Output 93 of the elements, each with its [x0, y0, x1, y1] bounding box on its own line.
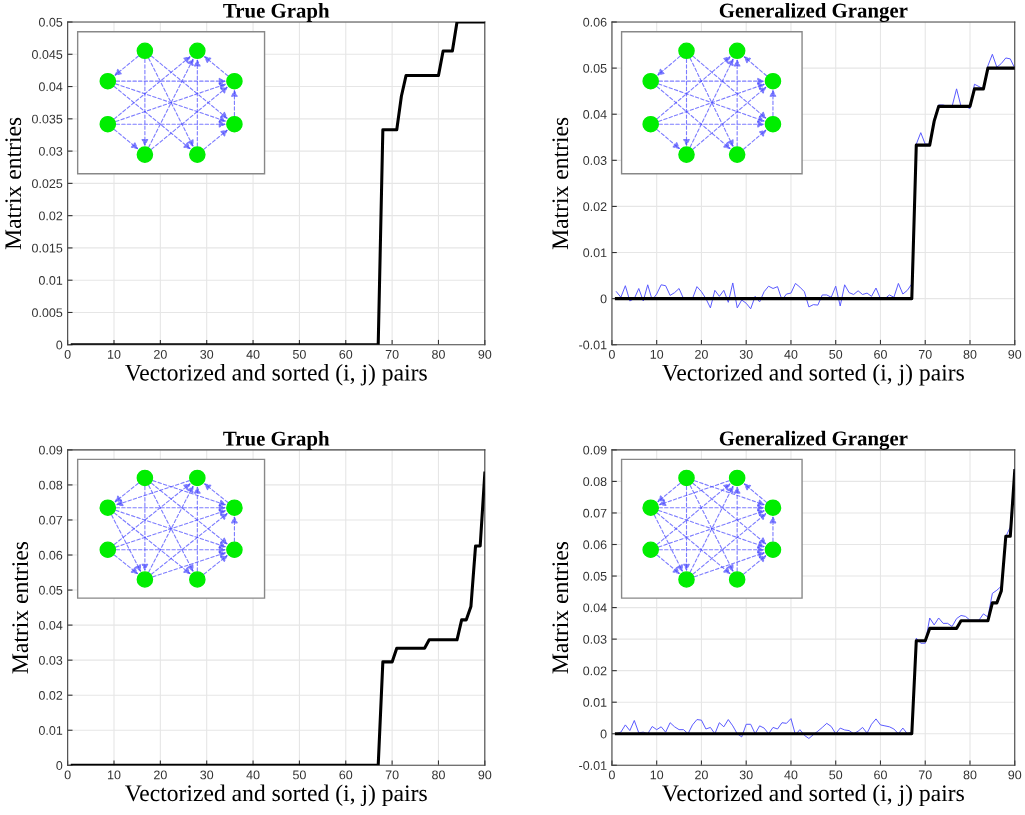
x-tick-label: 10 [108, 770, 121, 780]
x-tick-label: 20 [154, 349, 167, 359]
x-tick-label: 70 [918, 349, 932, 359]
y-tick-label: 0.03 [38, 655, 63, 665]
y-tick-label: 0.005 [32, 308, 63, 318]
chart-title: Generalized Granger [719, 430, 908, 450]
x-tick-label: 80 [963, 770, 977, 780]
y-tick-label: 0.04 [583, 603, 607, 613]
y-tick-label: 0.09 [583, 445, 607, 455]
y-tick-label: 0.05 [583, 571, 607, 581]
x-tick-label: 0 [64, 770, 71, 780]
y-axis-title: Matrix entries [12, 541, 29, 674]
y-tick-label: 0.02 [38, 691, 63, 700]
x-tick-label: 30 [200, 349, 214, 359]
y-tick-label: 0.05 [38, 17, 63, 27]
y-tick-label: 0.035 [32, 114, 63, 124]
y-tick-label: 0.04 [38, 82, 63, 92]
y-tick-label: 0.08 [583, 477, 607, 487]
y-tick-label: 0.04 [38, 620, 63, 630]
x-tick-label: 50 [829, 349, 843, 359]
x-tick-label: 40 [784, 770, 798, 780]
x-tick-label: 90 [1008, 349, 1022, 359]
x-tick-label: 80 [963, 349, 977, 359]
x-tick-label: 70 [918, 770, 932, 780]
x-tick-label: 30 [200, 770, 214, 780]
x-tick-label: 40 [784, 349, 798, 359]
y-tick-label: 0.03 [38, 146, 63, 156]
x-tick-label: 50 [292, 770, 306, 780]
x-tick-label: 50 [829, 770, 843, 780]
y-tick-label: 0.05 [38, 585, 63, 595]
y-tick-label: 0 [600, 294, 607, 304]
x-tick-label: 90 [478, 770, 492, 780]
y-tick-label: 0.03 [583, 634, 607, 644]
y-tick-label: 0.03 [583, 156, 607, 165]
x-tick-label: 20 [154, 770, 167, 780]
y-tick-label: 0.08 [38, 480, 63, 490]
x-tick-label: 30 [739, 349, 753, 359]
x-axis-title: Vectorized and sorted (i, j) pairs [662, 784, 964, 806]
x-tick-label: 10 [108, 349, 121, 359]
y-tick-label: 0.04 [583, 110, 607, 119]
x-tick-label: 70 [385, 349, 399, 359]
y-tick-label: -0.01 [579, 340, 607, 350]
y-axis-title: Matrix entries [552, 541, 569, 674]
y-tick-label: 0.01 [583, 248, 607, 258]
x-tick-label: 0 [608, 349, 615, 359]
y-tick-label: 0.01 [38, 726, 63, 735]
y-tick-label: 0 [56, 761, 63, 770]
y-tick-label: 0.01 [583, 698, 607, 707]
y-tick-label: 0.015 [32, 243, 63, 253]
x-tick-label: 10 [650, 770, 664, 780]
x-tick-label: 40 [246, 349, 260, 359]
y-axis-title: Matrix entries [5, 117, 22, 250]
y-tick-label: 0.06 [38, 550, 63, 560]
y-tick-label: 0.02 [583, 202, 607, 212]
y-tick-label: 0.09 [38, 445, 63, 455]
y-tick-label: 0 [600, 729, 607, 739]
x-axis-title: Vectorized and sorted (i, j) pairs [125, 784, 427, 806]
x-tick-label: 20 [695, 770, 708, 780]
x-tick-label: 60 [339, 349, 353, 359]
x-tick-label: 0 [64, 349, 71, 359]
x-axis-title: Vectorized and sorted (i, j) pairs [662, 364, 964, 386]
chart-title: True Graph [223, 430, 330, 450]
y-tick-label: 0.025 [32, 179, 63, 189]
y-axis-title: Matrix entries [552, 117, 569, 250]
x-tick-label: 30 [739, 770, 753, 780]
x-tick-label: 10 [650, 349, 664, 359]
y-tick-label: 0.06 [583, 540, 607, 550]
x-tick-label: 0 [608, 770, 615, 780]
y-tick-label: 0 [56, 340, 63, 350]
y-tick-label: 0.06 [583, 17, 607, 27]
x-axis-title: Vectorized and sorted (i, j) pairs [125, 364, 427, 386]
y-tick-label: 0.07 [38, 515, 63, 525]
x-tick-label: 80 [432, 770, 445, 780]
x-tick-label: 60 [874, 349, 887, 359]
x-tick-label: 60 [874, 770, 887, 780]
chart-title: Generalized Granger [719, 2, 908, 23]
line-series [70, 22, 485, 345]
x-tick-label: 70 [385, 770, 399, 780]
x-tick-label: 40 [246, 770, 260, 780]
y-tick-label: -0.01 [579, 761, 607, 770]
y-tick-label: 0.01 [38, 276, 63, 285]
y-tick-label: 0.045 [32, 50, 63, 59]
x-tick-label: 50 [292, 349, 306, 359]
x-tick-label: 60 [339, 770, 353, 780]
y-tick-label: 0.02 [583, 666, 607, 676]
x-tick-label: 20 [695, 349, 708, 359]
x-tick-label: 80 [432, 349, 445, 359]
x-tick-label: 90 [1008, 770, 1022, 780]
y-tick-label: 0.02 [38, 211, 63, 221]
chart-title: True Graph [223, 3, 330, 23]
y-tick-label: 0.07 [583, 508, 607, 518]
x-tick-label: 90 [478, 349, 492, 359]
y-tick-label: 0.05 [583, 63, 607, 73]
